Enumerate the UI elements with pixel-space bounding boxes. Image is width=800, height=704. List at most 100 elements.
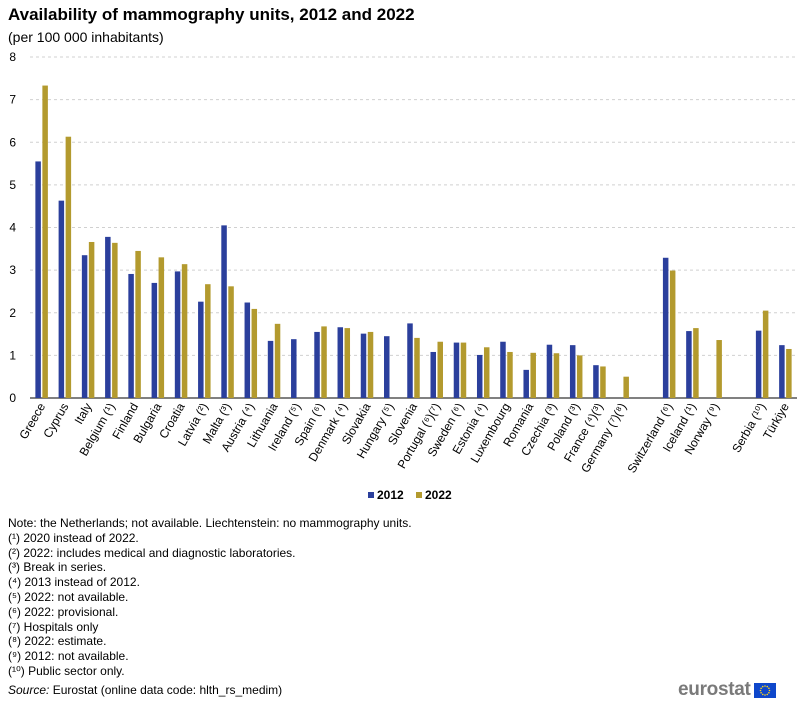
bar-2022 (437, 341, 443, 398)
bar-2012 (198, 301, 204, 398)
bar-2022 (553, 353, 560, 398)
bar-2012 (105, 236, 111, 398)
legend-label: 2022 (425, 488, 452, 502)
flag-star (766, 693, 768, 695)
bar-2012 (81, 255, 88, 398)
bar-2012 (314, 331, 320, 398)
flag-star (761, 693, 764, 695)
bar-2022 (669, 270, 676, 398)
bar-2022 (786, 348, 792, 398)
y-tick-label: 1 (9, 348, 16, 362)
bar-2012 (35, 161, 41, 398)
flag-star (767, 686, 770, 689)
bar-2012 (476, 354, 483, 398)
bar-2012 (337, 327, 344, 398)
flag-star (768, 689, 770, 691)
bar-2022 (135, 250, 141, 398)
flag-star (767, 691, 770, 694)
eu-flag-icon (753, 682, 776, 698)
bar-2022 (623, 376, 629, 398)
bar-2022 (576, 355, 583, 398)
bar-2022 (181, 264, 188, 398)
bar-2022 (716, 340, 722, 398)
flag-star (759, 691, 762, 694)
bar-2012 (360, 333, 367, 398)
bar-2022 (158, 257, 165, 398)
flag-star (759, 686, 762, 689)
bar-2012 (267, 340, 274, 398)
bar-2012 (569, 345, 576, 398)
bar-2022 (483, 347, 490, 398)
footnote: (⁴) 2013 instead of 2012. (8, 575, 140, 590)
bar-2022 (321, 326, 327, 398)
y-tick-label: 6 (9, 135, 16, 149)
bar-2022 (88, 241, 95, 398)
footnote: (²) 2022: includes medical and diagnosti… (8, 545, 296, 560)
bar-2022 (530, 352, 536, 398)
legend-swatch-2012 (368, 492, 374, 498)
bar-2012 (755, 330, 762, 398)
bar-2022 (112, 242, 118, 398)
bar-2022 (65, 136, 72, 399)
bar-2012 (151, 282, 158, 398)
bar-2022 (228, 286, 234, 398)
bar-2022 (762, 310, 769, 398)
legend-label: 2012 (377, 488, 404, 502)
bar-2012 (500, 341, 506, 398)
bar-2022 (344, 328, 351, 398)
footnotes: Note: the Netherlands; not available. Li… (8, 516, 412, 679)
bar-2012 (662, 257, 669, 398)
bar-2022 (205, 284, 211, 398)
bar-2012 (523, 369, 529, 398)
bar-2012 (546, 344, 553, 398)
source-line: Source: Eurostat (online data code: hlth… (8, 683, 282, 697)
y-tick-label: 5 (9, 178, 16, 192)
y-tick-label: 4 (9, 221, 16, 235)
footnote: (⁷) Hospitals only (8, 619, 99, 634)
flag-star (761, 685, 764, 687)
chart-title: Availability of mammography units, 2012 … (8, 5, 415, 24)
bar-2022 (414, 337, 420, 398)
bar-2012 (453, 342, 460, 398)
x-tick-label: Italy (72, 401, 95, 427)
bar-2022 (693, 328, 699, 398)
source-text: Eurostat (online data code: hlth_rs_medi… (49, 683, 283, 697)
bar-2022 (600, 366, 606, 398)
chart-subtitle: (per 100 000 inhabitants) (8, 29, 164, 45)
bar-2012 (384, 336, 390, 398)
footnote: (³) Break in series. (8, 560, 107, 575)
y-tick-label: 7 (9, 93, 16, 107)
bar-2022 (251, 308, 258, 398)
y-tick-label: 3 (9, 263, 16, 277)
bar-2012 (291, 339, 297, 398)
footnote: Note: the Netherlands; not available. Li… (8, 516, 412, 530)
flag-star (763, 684, 766, 687)
flag-star (766, 685, 768, 687)
bar-2012 (686, 331, 692, 398)
bar-2012 (779, 345, 785, 398)
bar-2012 (244, 302, 251, 398)
bar-2022 (274, 323, 281, 398)
y-tick-label: 0 (9, 391, 16, 405)
eurostat-logo: eurostat (678, 679, 776, 700)
footnote: (¹⁰) Public sector only. (8, 663, 125, 678)
flag-star (759, 689, 761, 691)
bar-2012 (58, 200, 65, 398)
bar-2012 (221, 225, 227, 398)
source-label: Source: (8, 683, 50, 697)
y-tick-label: 8 (9, 50, 16, 64)
bar-2012 (128, 273, 134, 398)
footnote: (⁹) 2012: not available. (8, 649, 129, 664)
bar-2012 (593, 365, 599, 398)
eurostat-logo-text: eurostat (678, 679, 751, 700)
bar-2012 (174, 271, 181, 398)
flag-star (763, 693, 766, 696)
bar-2022 (507, 351, 513, 398)
y-tick-label: 2 (9, 306, 16, 320)
bar-2022 (367, 331, 374, 398)
bar-2022 (460, 342, 467, 398)
footnote: (⁸) 2022: estimate. (8, 634, 107, 649)
footnote: (⁶) 2022: provisional. (8, 604, 119, 619)
legend-swatch-2022 (416, 492, 422, 498)
